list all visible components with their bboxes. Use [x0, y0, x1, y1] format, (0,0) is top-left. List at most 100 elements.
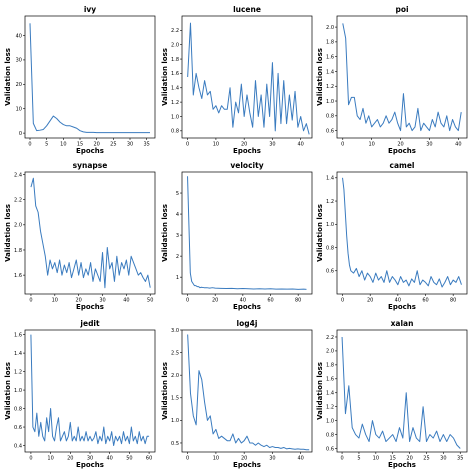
series-line — [187, 176, 307, 290]
x-tick-label: 20 — [75, 298, 81, 304]
x-tick-label: 0 — [186, 142, 189, 148]
x-tick-label: 40 — [455, 142, 461, 148]
x-tick-label: 20 — [241, 142, 247, 148]
chart-panel-poi: poi 0 10 20 30 40 0.6 0.8 1.0 1.2 1.4 1.6 1.8 2.0 Epoc… — [316, 5, 468, 155]
y-tick-label: 10 — [16, 107, 22, 113]
y-tick-label: 0.8 — [326, 432, 334, 438]
chart-panel-synapse: synapse 0 10 20 30 40 50 1.6 1.8 2.0 2.2 2.4 Epochs V… — [4, 161, 156, 311]
x-tick-label: 20 — [212, 298, 218, 304]
y-tick-label: 1.2 — [326, 199, 334, 205]
y-tick-label: 1.5 — [171, 396, 179, 402]
x-axis-label: Epochs — [388, 303, 416, 311]
y-axis-label: Validation loss — [316, 362, 324, 420]
x-tick-label: 0 — [28, 142, 31, 148]
x-tick-label: 80 — [295, 298, 301, 304]
y-tick-label: 2.2 — [14, 197, 22, 203]
y-tick-label: 1.2 — [14, 369, 22, 375]
y-tick-label: 1.0 — [326, 222, 334, 228]
series-line — [342, 177, 462, 288]
y-tick-label: 0.8 — [326, 245, 334, 251]
chart-panel-jedit: jedit 0 10 20 30 40 50 60 0.4 0.6 0.8 1.0 1.2 1.4 1.6 E… — [4, 319, 156, 469]
y-tick-label: 0.6 — [326, 269, 334, 275]
y-tick-label: 2.5 — [171, 350, 179, 356]
x-axis-label: Epochs — [76, 303, 104, 311]
y-axis-label: Validation loss — [4, 48, 12, 106]
x-tick-label: 20 — [397, 142, 403, 148]
chart-panel-log4j: log4j 0 10 20 30 40 0.5 1.0 1.5 2.0 2.5 3.0 Epochs Va… — [161, 319, 313, 469]
x-tick-label: 40 — [240, 298, 246, 304]
series-line — [30, 177, 151, 289]
x-axis-label: Epochs — [233, 461, 261, 469]
y-tick-label: 0.6 — [326, 446, 334, 452]
y-tick-label: 0.5 — [171, 441, 179, 447]
plot-frame — [181, 15, 313, 139]
y-tick-label: 0.8 — [171, 129, 179, 135]
y-tick-label: 4 — [176, 212, 179, 218]
plot-frame — [24, 15, 156, 139]
x-tick-label: 80 — [450, 298, 456, 304]
y-tick-label: 2.0 — [171, 43, 179, 49]
chart-panel-camel: camel 0 20 40 60 80 0.6 0.8 1.0 1.2 1.4 Epochs Valid… — [316, 161, 468, 311]
chart-panel-lucene: lucene 0 10 20 30 40 0.8 1.0 1.2 1.4 1.6 1.8 2.0 2.2 E… — [161, 5, 313, 155]
x-tick-label: 10 — [373, 456, 379, 462]
y-axis-label: Validation loss — [4, 204, 12, 262]
x-tick-label: 30 — [269, 456, 275, 462]
plot-frame — [181, 329, 313, 453]
x-tick-label: 25 — [423, 456, 429, 462]
x-tick-label: 30 — [99, 298, 105, 304]
x-tick-label: 35 — [457, 456, 463, 462]
y-tick-label: 1.8 — [171, 57, 179, 63]
x-axis-label: Epochs — [233, 147, 261, 155]
x-tick-label: 30 — [127, 142, 133, 148]
y-tick-label: 30 — [16, 58, 22, 64]
x-tick-label: 5 — [45, 142, 48, 148]
chart-title: ivy — [84, 5, 96, 14]
y-axis-label: Validation loss — [161, 48, 169, 106]
plot-frame — [336, 15, 468, 139]
x-tick-label: 0 — [186, 456, 189, 462]
x-tick-label: 40 — [123, 298, 129, 304]
x-tick-label: 30 — [440, 456, 446, 462]
x-tick-label: 10 — [60, 142, 66, 148]
x-tick-label: 20 — [406, 456, 412, 462]
y-tick-label: 0.8 — [326, 114, 334, 120]
y-tick-label: 0.6 — [14, 425, 22, 431]
x-tick-label: 20 — [367, 298, 373, 304]
y-tick-label: 2.0 — [14, 223, 22, 229]
y-tick-label: 1.6 — [14, 332, 22, 338]
x-axis-label: Epochs — [388, 147, 416, 155]
x-axis-label: Epochs — [76, 147, 104, 155]
y-axis-label: Validation loss — [316, 204, 324, 262]
x-axis-label: Epochs — [388, 461, 416, 469]
chart-panel-xalan: xalan 0 5 10 15 20 25 30 35 0.6 0.8 1.0 1.2 1.4 1.6 1.8… — [316, 319, 468, 469]
y-tick-label: 2.4 — [14, 172, 22, 178]
x-axis-label: Epochs — [233, 303, 261, 311]
plot-frame — [336, 329, 468, 453]
y-tick-label: 20 — [16, 82, 22, 88]
y-axis-label: Validation loss — [161, 362, 169, 420]
x-tick-label: 10 — [52, 298, 58, 304]
y-tick-label: 2.0 — [171, 373, 179, 379]
x-tick-label: 35 — [143, 142, 149, 148]
y-tick-label: 1.8 — [326, 363, 334, 369]
x-tick-label: 0 — [341, 298, 344, 304]
y-tick-label: 1.4 — [14, 351, 22, 357]
chart-title: velocity — [230, 161, 263, 170]
plot-frame — [181, 171, 313, 295]
chart-title: poi — [395, 5, 408, 14]
y-tick-label: 0.8 — [14, 406, 22, 412]
chart-title: synapse — [73, 161, 108, 170]
x-tick-label: 0 — [186, 298, 189, 304]
y-axis-label: Validation loss — [161, 204, 169, 262]
chart-panel-velocity: velocity 0 20 40 60 80 1 2 3 4 5 Epochs Validation l… — [161, 161, 313, 311]
x-tick-label: 10 — [368, 142, 374, 148]
x-tick-label: 40 — [298, 142, 304, 148]
plot-frame — [24, 329, 156, 453]
x-tick-label: 15 — [390, 456, 396, 462]
y-tick-label: 2.0 — [326, 349, 334, 355]
y-tick-label: 3.0 — [171, 328, 179, 334]
y-tick-label: 1.4 — [171, 86, 179, 92]
y-tick-label: 0 — [19, 131, 22, 137]
x-tick-label: 40 — [395, 298, 401, 304]
